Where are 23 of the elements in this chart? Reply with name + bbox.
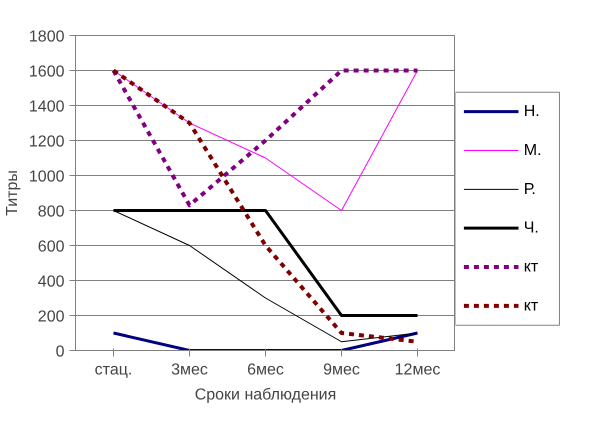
x-tick-label: 6мес — [247, 362, 284, 378]
y-axis-title: Титры — [4, 170, 21, 216]
y-tick-label: 0 — [56, 344, 65, 360]
x-tick-label: 3мес — [171, 362, 208, 378]
legend-label: Н. — [524, 103, 540, 120]
x-tick-label: 9мес — [323, 362, 360, 378]
y-tick-label: 800 — [38, 204, 65, 220]
y-tick-label: 1000 — [28, 168, 65, 186]
y-tick-label: 400 — [38, 274, 65, 290]
y-tick-label: 1600 — [28, 64, 65, 80]
y-tick-label: 200 — [38, 308, 65, 326]
legend-label: кт — [524, 258, 539, 276]
x-axis-title: Сроки наблюдения — [194, 386, 336, 404]
y-tick-label: 1400 — [28, 98, 65, 116]
legend-label: кт — [524, 297, 539, 314]
legend-label: Ч. — [524, 220, 539, 237]
legend-label: Р. — [524, 180, 536, 198]
y-tick-label: 1200 — [28, 134, 65, 150]
legend-label: М. — [524, 142, 542, 159]
y-tick-label: 600 — [38, 238, 65, 256]
y-tick-label: 1800 — [28, 28, 65, 46]
x-tick-label: стац. — [94, 362, 132, 378]
x-tick-label: 12мес — [394, 362, 440, 378]
